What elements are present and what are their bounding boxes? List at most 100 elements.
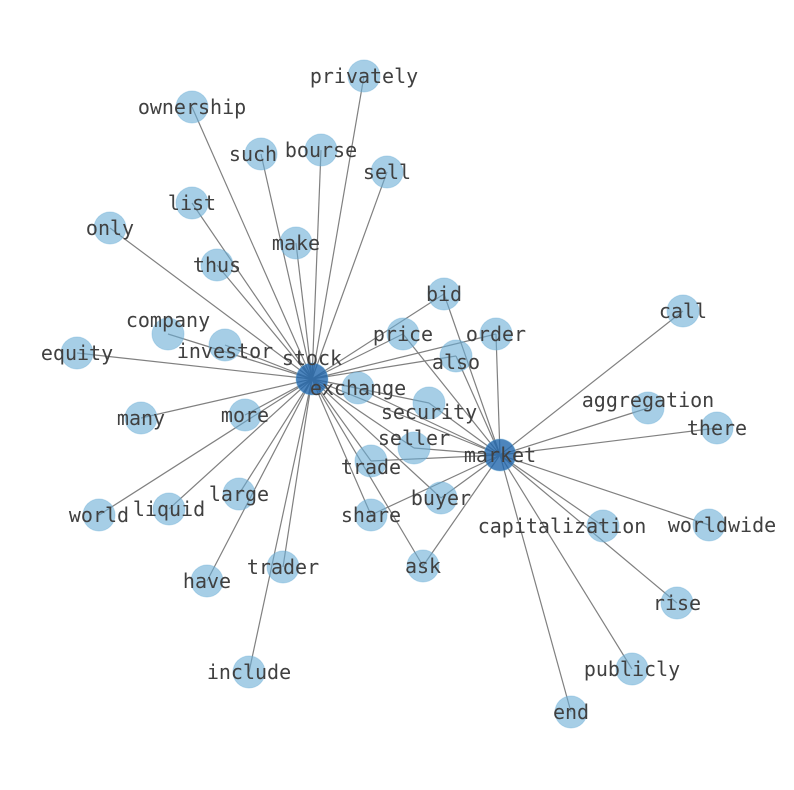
node-exchange bbox=[341, 371, 375, 405]
edge-stock-make bbox=[295, 242, 313, 380]
edge-stock-equity bbox=[76, 352, 313, 380]
node-have bbox=[190, 564, 224, 598]
node-label-stock: stock bbox=[282, 346, 342, 370]
edge-stock-bid bbox=[311, 293, 445, 380]
node-investor bbox=[208, 328, 242, 362]
node-label-security: security bbox=[381, 400, 477, 424]
node-label-there: there bbox=[687, 416, 747, 440]
node-label-company: company bbox=[126, 308, 210, 332]
edge-stock-company bbox=[167, 333, 313, 380]
edge-stock-large bbox=[238, 378, 313, 495]
edge-stock-liquid bbox=[168, 378, 313, 510]
node-publicly bbox=[615, 652, 649, 686]
edge-market-exchange bbox=[357, 387, 501, 456]
edge-market-order bbox=[495, 333, 501, 456]
node-label-trade: trade bbox=[341, 455, 401, 479]
edge-stock-price bbox=[311, 333, 404, 380]
edge-market-capitalization bbox=[499, 454, 604, 527]
node-label-trader: trader bbox=[247, 555, 319, 579]
node-such bbox=[244, 137, 278, 171]
node-call bbox=[666, 294, 700, 328]
edge-stock-order bbox=[311, 333, 497, 380]
node-privately bbox=[347, 59, 381, 93]
edge-stock-include bbox=[248, 378, 313, 673]
edge-stock-also bbox=[311, 355, 457, 380]
node-label-bourse: bourse bbox=[285, 138, 357, 162]
node-label-market: market bbox=[464, 443, 536, 467]
node-trade bbox=[354, 444, 388, 478]
node-make bbox=[279, 226, 313, 260]
node-label-include: include bbox=[207, 660, 291, 684]
edge-stock-ownership bbox=[191, 106, 313, 380]
node-label-many: many bbox=[117, 406, 165, 430]
node-label-make: make bbox=[272, 231, 320, 255]
node-order bbox=[479, 317, 513, 351]
edge-market-bid bbox=[443, 293, 501, 456]
edge-market-aggregation bbox=[499, 407, 649, 456]
node-large bbox=[222, 477, 256, 511]
node-ownership bbox=[175, 90, 209, 124]
node-label-more: more bbox=[221, 403, 269, 427]
edge-stock-only bbox=[109, 227, 313, 380]
node-rise bbox=[660, 586, 694, 620]
node-also bbox=[439, 339, 473, 373]
node-label-ask: ask bbox=[405, 554, 441, 578]
node-label-share: share bbox=[341, 503, 401, 527]
node-there bbox=[700, 411, 734, 445]
node-label-privately: privately bbox=[310, 64, 418, 88]
edge-stock-list bbox=[191, 202, 313, 380]
node-label-thus: thus bbox=[193, 253, 241, 277]
node-label-also: also bbox=[432, 350, 480, 374]
edge-market-end bbox=[499, 454, 572, 713]
edge-stock-trader bbox=[282, 378, 313, 568]
node-liquid bbox=[152, 492, 186, 526]
edge-stock-buyer bbox=[311, 378, 442, 499]
node-world bbox=[82, 498, 116, 532]
node-only bbox=[93, 211, 127, 245]
node-label-bid: bid bbox=[426, 282, 462, 306]
node-end bbox=[554, 695, 588, 729]
node-many bbox=[124, 401, 158, 435]
edge-stock-such bbox=[260, 153, 313, 380]
node-stock bbox=[295, 362, 329, 396]
node-label-buyer: buyer bbox=[411, 486, 471, 510]
edge-stock-seller bbox=[311, 378, 415, 449]
node-label-exchange: exchange bbox=[310, 376, 406, 400]
node-label-world: world bbox=[69, 503, 129, 527]
node-seller bbox=[397, 431, 431, 465]
node-label-ownership: ownership bbox=[138, 95, 246, 119]
node-label-order: order bbox=[466, 322, 526, 346]
node-label-liquid: liquid bbox=[133, 497, 205, 521]
edge-stock-trade bbox=[311, 378, 372, 462]
edge-market-ask bbox=[422, 454, 501, 567]
edge-market-worldwide bbox=[499, 454, 710, 526]
node-market bbox=[483, 438, 517, 472]
node-label-such: such bbox=[229, 142, 277, 166]
edge-market-trade bbox=[370, 454, 501, 462]
node-label-aggregation: aggregation bbox=[582, 388, 714, 412]
node-include bbox=[232, 655, 266, 689]
edge-stock-many bbox=[140, 378, 313, 419]
node-price bbox=[386, 317, 420, 351]
node-capitalization bbox=[586, 509, 620, 543]
node-company bbox=[151, 317, 185, 351]
node-bid bbox=[427, 277, 461, 311]
edge-market-publicly bbox=[499, 454, 633, 670]
edge-market-there bbox=[499, 427, 718, 456]
node-label-capitalization: capitalization bbox=[478, 514, 647, 538]
node-security bbox=[412, 386, 446, 420]
nodes-layer bbox=[60, 59, 734, 729]
node-label-equity: equity bbox=[41, 341, 113, 365]
node-label-large: large bbox=[209, 482, 269, 506]
node-more bbox=[228, 398, 262, 432]
node-label-investor: investor bbox=[177, 339, 273, 363]
node-label-list: list bbox=[168, 191, 216, 215]
node-label-only: only bbox=[86, 216, 134, 240]
edge-stock-sell bbox=[311, 171, 388, 380]
node-list bbox=[175, 186, 209, 220]
edge-stock-have bbox=[206, 378, 313, 582]
node-aggregation bbox=[631, 391, 665, 425]
